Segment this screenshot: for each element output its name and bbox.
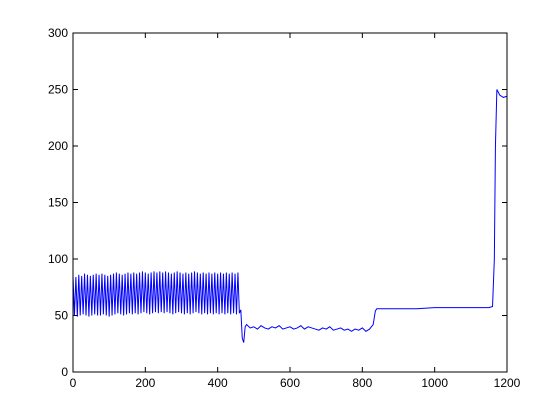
y-tick-label: 300 <box>48 26 68 40</box>
y-tick-label: 100 <box>48 252 68 266</box>
axes-box <box>72 32 508 373</box>
plot-area <box>73 33 507 372</box>
y-tick-label: 50 <box>55 309 69 323</box>
y-tick-label: 150 <box>48 196 68 210</box>
data-line <box>72 89 508 343</box>
x-tick-label: 800 <box>352 376 372 390</box>
x-tick-label: 400 <box>208 376 228 390</box>
y-tick-label: 0 <box>61 365 68 379</box>
x-tick-label: 1200 <box>494 376 521 390</box>
y-tick-label: 250 <box>48 83 68 97</box>
x-tick-label: 1000 <box>421 376 448 390</box>
x-tick-label: 0 <box>70 376 77 390</box>
y-tick-label: 200 <box>48 139 68 153</box>
x-tick-label: 200 <box>135 376 155 390</box>
x-tick-label: 600 <box>280 376 300 390</box>
